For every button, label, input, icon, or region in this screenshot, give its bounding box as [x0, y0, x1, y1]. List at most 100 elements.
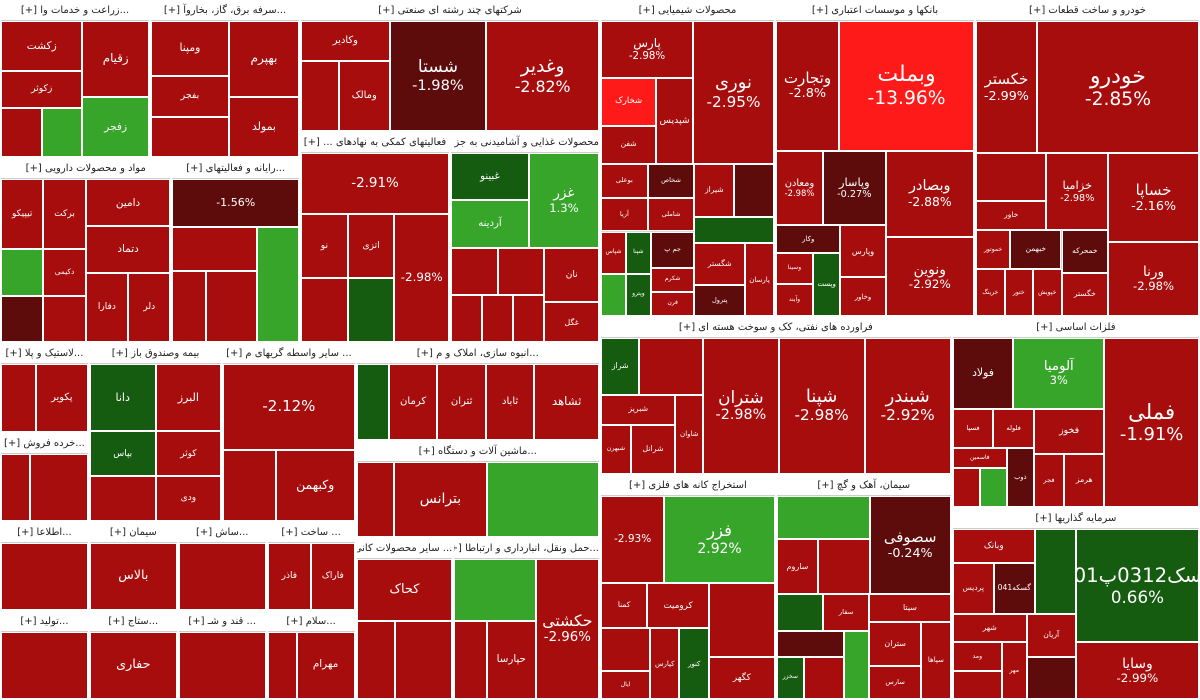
stock-tile[interactable]: آلومیا 3% — [1013, 337, 1105, 409]
stock-tile[interactable] — [1, 107, 42, 158]
stock-tile[interactable]: فولاد — [952, 337, 1014, 409]
sector-header[interactable]: ...سرفه برق، گاز، بخاروآ [+] — [151, 1, 299, 21]
stock-tile[interactable]: بفجر — [151, 75, 229, 117]
sector-header[interactable]: مواد و محصولات دارویی [+] — [1, 159, 171, 180]
stock-tile[interactable]: وخاور — [840, 277, 886, 316]
stock-tile[interactable]: ستران — [869, 622, 922, 666]
stock-tile[interactable]: وپست — [812, 252, 841, 316]
stock-tile[interactable] — [601, 273, 626, 316]
sector-header[interactable]: ...سلام [+] — [267, 611, 355, 632]
stock-tile[interactable]: خموتور — [976, 229, 1011, 269]
stock-tile[interactable] — [776, 594, 824, 632]
stock-tile[interactable]: پکویر — [35, 364, 88, 432]
stock-tile[interactable] — [356, 621, 395, 699]
stock-tile[interactable]: ختور — [1004, 268, 1033, 316]
sector-header[interactable]: فراورده های نفتی، کک و سوخت هسته ای [+] — [601, 317, 951, 338]
sector-header[interactable]: سیمان [+] — [89, 522, 177, 543]
sector-header[interactable]: ...ساش [+] — [178, 522, 266, 543]
stock-tile[interactable]: آریان — [1026, 614, 1076, 657]
stock-tile[interactable]: ورنا -2.98% — [1108, 242, 1199, 316]
stock-tile[interactable]: شستا -1.98% — [389, 21, 487, 132]
stock-tile[interactable]: شبریز — [601, 395, 676, 425]
sector-header[interactable]: ...زراعت و خدمات وا [+] — [1, 1, 149, 21]
sector-header[interactable]: ...اطلاعا [+] — [1, 522, 88, 543]
stock-tile[interactable]: کنور — [679, 628, 709, 699]
stock-tile[interactable]: کوثر — [155, 431, 222, 477]
stock-tile[interactable]: دلر — [128, 272, 171, 343]
stock-tile[interactable] — [172, 227, 257, 271]
stock-tile[interactable]: زکشت — [1, 21, 83, 71]
stock-tile[interactable]: سک0312پ01 0.66% — [1075, 529, 1199, 643]
stock-tile[interactable]: کپارس — [650, 628, 680, 699]
stock-tile[interactable] — [454, 621, 487, 699]
stock-tile[interactable]: بپاس — [89, 431, 156, 477]
stock-tile[interactable]: فملی -1.91% — [1104, 337, 1199, 508]
stock-tile[interactable]: فاذر — [267, 542, 312, 610]
stock-tile[interactable]: خاور — [976, 201, 1047, 230]
stock-tile[interactable]: شخارک — [601, 78, 657, 126]
stock-tile[interactable]: -2.98% — [394, 213, 449, 343]
stock-tile[interactable]: فزر 2.92% — [664, 495, 775, 584]
stock-tile[interactable]: وپارس — [840, 225, 886, 278]
stock-tile[interactable]: شکرم — [650, 267, 695, 292]
stock-tile[interactable] — [301, 61, 339, 132]
stock-tile[interactable] — [394, 621, 453, 699]
stock-tile[interactable] — [952, 467, 980, 508]
stock-tile[interactable]: شبندر -2.92% — [864, 337, 951, 474]
stock-tile[interactable]: فلوله — [993, 408, 1034, 449]
stock-tile[interactable]: شپنا — [625, 231, 651, 274]
stock-tile[interactable] — [979, 467, 1007, 508]
stock-tile[interactable]: خودرو -2.85% — [1036, 21, 1199, 154]
stock-tile[interactable] — [776, 495, 870, 539]
stock-tile[interactable]: هرمز — [1064, 454, 1105, 508]
stock-tile[interactable] — [708, 583, 775, 657]
stock-tile[interactable] — [223, 449, 276, 521]
stock-tile[interactable]: وتجارت -2.8% — [776, 21, 839, 151]
stock-tile[interactable]: ومعادن -2.98% — [776, 150, 823, 226]
stock-tile[interactable]: دفارا — [85, 272, 129, 343]
stock-tile[interactable] — [1, 453, 30, 521]
stock-tile[interactable]: بالاس — [89, 542, 177, 610]
stock-tile[interactable]: شهر — [952, 614, 1027, 643]
stock-tile[interactable]: زکوثر — [1, 70, 83, 108]
sector-header[interactable]: ...خرده فروش [+] — [1, 433, 88, 454]
stock-tile[interactable]: شیراز — [694, 163, 735, 217]
stock-tile[interactable]: غزر 1.3% — [528, 153, 599, 248]
stock-tile[interactable]: گسکه041 — [993, 563, 1035, 615]
stock-tile[interactable] — [43, 295, 86, 343]
stock-tile[interactable]: کمنا — [601, 583, 648, 629]
stock-tile[interactable]: وبملت -13.96% — [839, 21, 974, 151]
stock-tile[interactable]: بترانس — [393, 461, 488, 537]
stock-tile[interactable] — [513, 295, 545, 343]
stock-tile[interactable]: خرینگ — [976, 268, 1005, 316]
sector-header[interactable]: ... قند و شـ [+] — [178, 611, 266, 632]
stock-tile[interactable] — [267, 631, 297, 699]
stock-tile[interactable]: وبانک — [952, 529, 1035, 564]
stock-tile[interactable]: -1.56% — [172, 179, 299, 228]
stock-tile[interactable]: وبصادر -2.88% — [885, 150, 974, 237]
stock-tile[interactable]: ثتران — [437, 364, 486, 440]
sector-header[interactable]: ... سایر محصولات کانی [+] — [356, 538, 453, 559]
stock-tile[interactable]: -2.12% — [223, 364, 355, 450]
stock-tile[interactable]: ومد — [952, 642, 1002, 671]
sector-header[interactable]: بیمه وصندوق باز [+] — [89, 344, 222, 365]
stock-tile[interactable] — [172, 270, 207, 343]
stock-tile[interactable] — [1, 364, 36, 432]
stock-tile[interactable] — [803, 656, 845, 699]
stock-tile[interactable] — [497, 247, 545, 296]
stock-tile[interactable] — [1026, 656, 1076, 699]
stock-tile[interactable]: ایال — [601, 670, 651, 699]
stock-tile[interactable]: پترول — [694, 284, 746, 316]
stock-tile[interactable] — [178, 542, 266, 610]
stock-tile[interactable]: ودی — [155, 476, 222, 521]
sector-header[interactable]: فعالیتهای کمکی به نهادهای ... [+] — [301, 133, 449, 154]
stock-tile[interactable]: سیتا — [869, 594, 951, 623]
stock-tile[interactable]: وپاسار -0.27% — [822, 150, 886, 226]
stock-tile[interactable]: کرمان — [388, 364, 438, 440]
stock-tile[interactable]: خبهمن — [1010, 229, 1062, 269]
stock-tile[interactable]: سارس — [869, 666, 922, 699]
stock-tile[interactable]: سفار — [823, 594, 870, 632]
stock-tile[interactable] — [1, 295, 44, 343]
stock-tile[interactable]: دتماد — [85, 226, 171, 273]
stock-tile[interactable]: کگهر — [708, 656, 775, 699]
